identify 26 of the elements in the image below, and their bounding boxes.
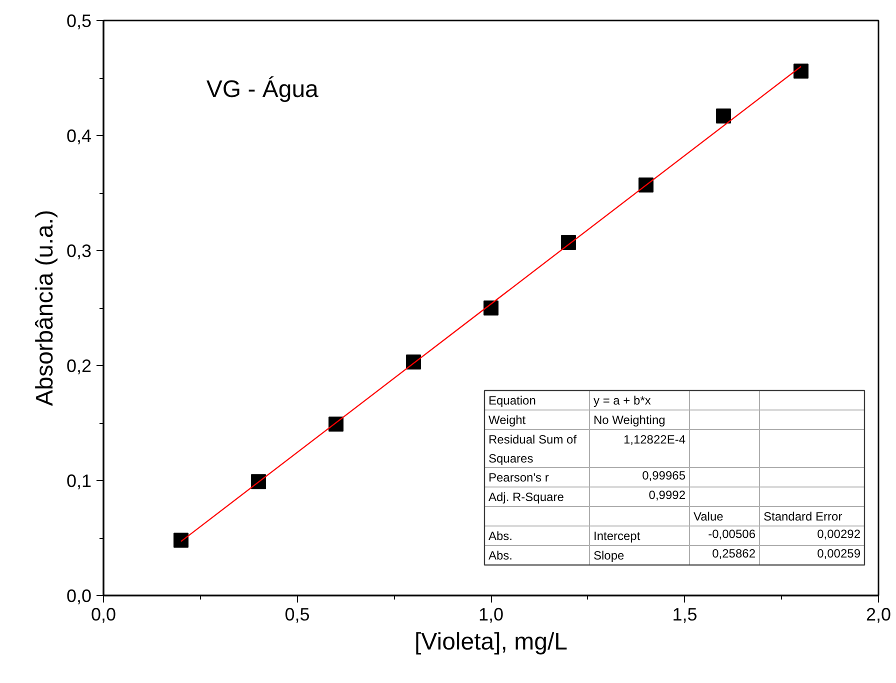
x-tick-label: 2,0: [866, 604, 892, 624]
x-tick-label: 0,5: [284, 604, 310, 624]
y-axis-title: Absorbância (u.a.): [31, 210, 58, 406]
point: [484, 300, 498, 316]
text: VG - Água: [206, 76, 320, 103]
y-tick-label: 0,3: [66, 241, 92, 261]
y-tick-label: 0,4: [66, 126, 92, 146]
y-tick-label: 0,2: [66, 356, 92, 376]
x-tick-label: 0,0: [90, 604, 116, 624]
text: Abs. Slope 0,25862 0,00259: [488, 546, 861, 562]
text: Value Standard Error: [694, 510, 842, 524]
x-tick-label: 1,5: [672, 604, 698, 624]
point: [716, 108, 731, 124]
y-tick-label: 0,0: [66, 586, 92, 606]
text: Adj. R-Square 0,9992: [488, 488, 686, 504]
text: Residual Sum of Squares 1,12822E-4: [488, 432, 686, 466]
y-tick-label: 0,5: [66, 11, 92, 31]
y-tick-label: 0,1: [66, 471, 92, 491]
text: Equation y = a + b*x: [488, 394, 651, 408]
text: Pearson's r 0,99965: [488, 468, 686, 484]
x-tick-label: 1,0: [478, 604, 504, 624]
x-axis-title: [Violeta], mg/L: [414, 628, 568, 656]
text: Abs. Intercept -0,00506 0,00292: [488, 527, 861, 543]
point: [794, 64, 808, 79]
point: [174, 532, 188, 548]
text: Weight No Weighting: [488, 413, 666, 427]
